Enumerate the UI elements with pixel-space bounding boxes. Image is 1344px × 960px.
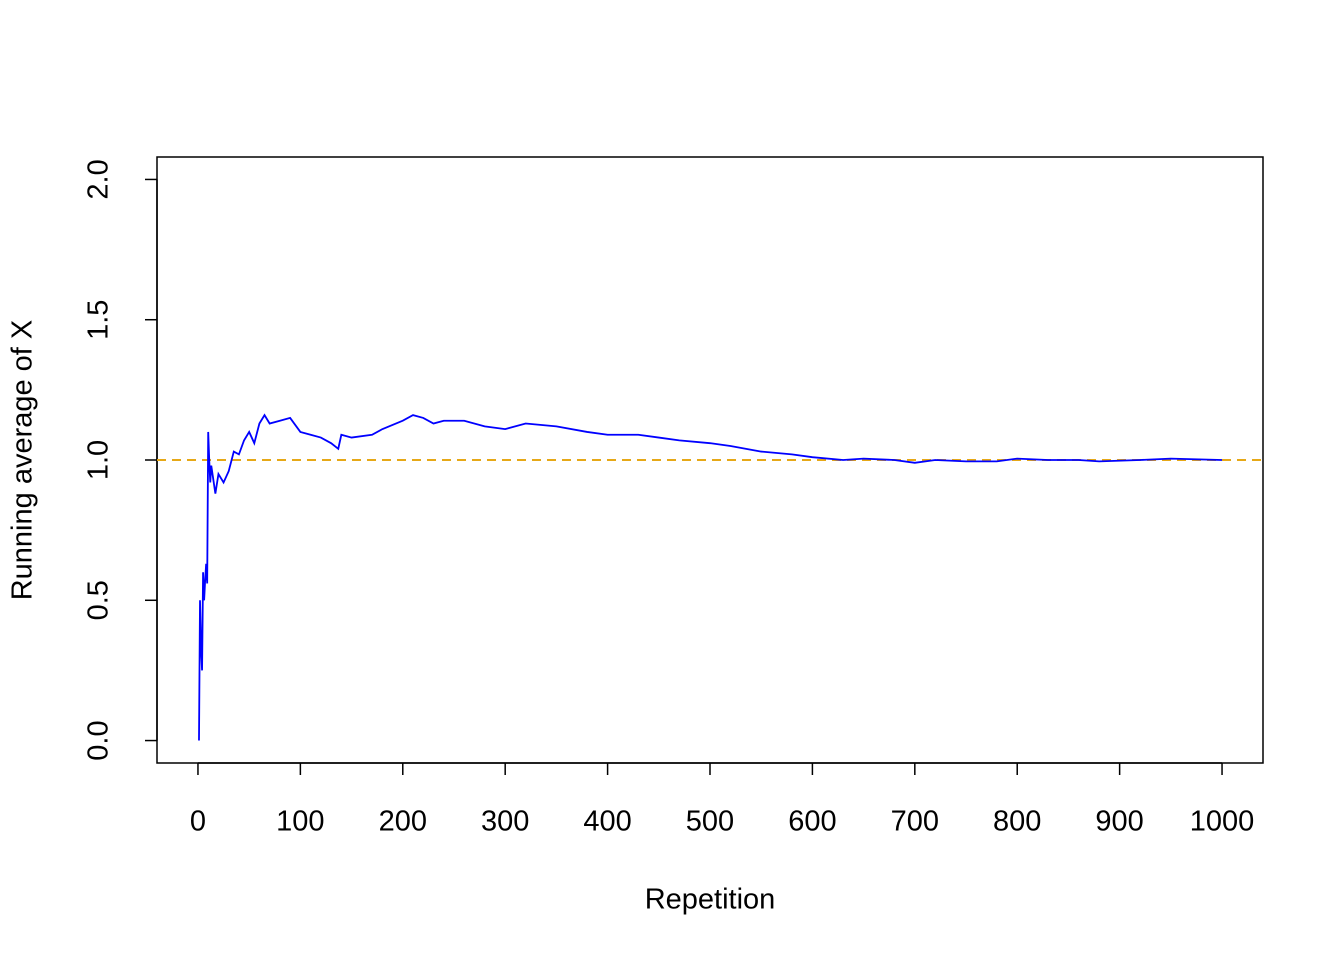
y-tick-label: 0.0 — [83, 720, 115, 760]
x-tick-label: 200 — [379, 806, 427, 838]
y-axis-label: Running average of X — [7, 320, 39, 601]
x-tick-label: 900 — [1095, 806, 1143, 838]
x-tick-label: 0 — [190, 806, 206, 838]
x-tick-label: 800 — [993, 806, 1041, 838]
y-tick-label: 1.5 — [83, 300, 115, 340]
x-tick-label: 700 — [891, 806, 939, 838]
y-tick-label: 0.5 — [83, 580, 115, 620]
x-tick-label: 300 — [481, 806, 529, 838]
y-tick-label: 1.0 — [83, 440, 115, 480]
x-tick-label: 600 — [788, 806, 836, 838]
data-line — [198, 413, 1223, 741]
x-tick-label: 100 — [276, 806, 324, 838]
x-tick-label: 500 — [686, 806, 734, 838]
x-axis-label: Repetition — [645, 884, 776, 916]
x-tick-label: 400 — [583, 806, 631, 838]
x-tick-label: 1000 — [1190, 806, 1255, 838]
y-tick-label: 2.0 — [83, 159, 115, 199]
